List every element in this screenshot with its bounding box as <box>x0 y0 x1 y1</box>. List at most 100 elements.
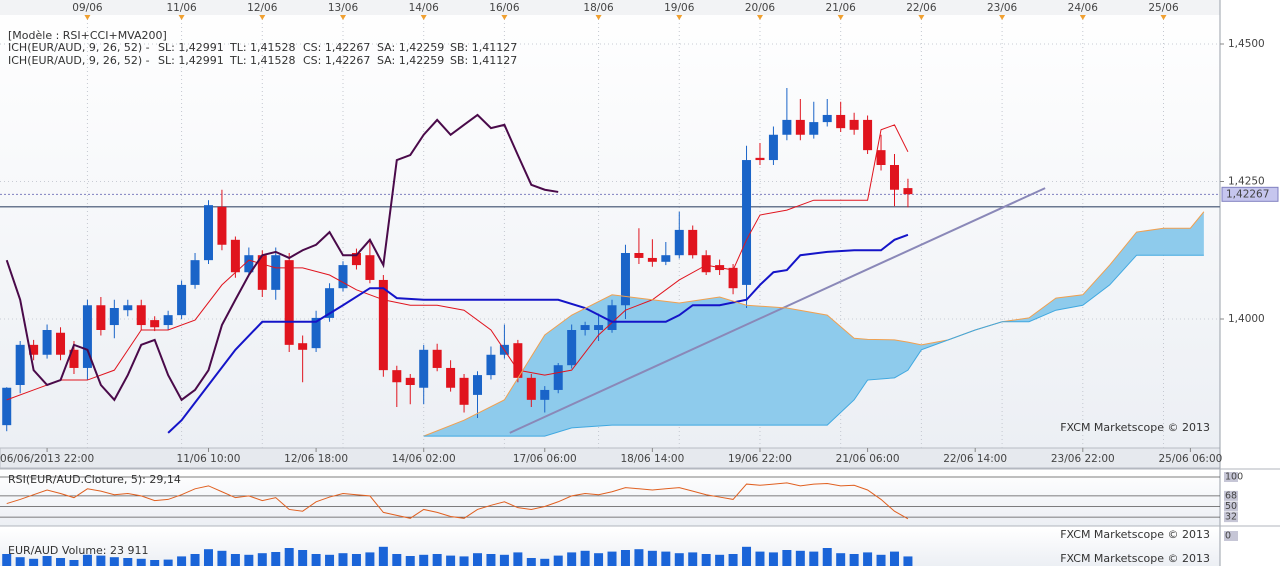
candle-body <box>150 320 160 328</box>
candle-body <box>271 255 281 290</box>
volume-bar <box>499 554 509 566</box>
volume-bar <box>688 552 698 566</box>
candle-body <box>903 188 913 195</box>
volume-bar <box>567 552 577 566</box>
date-marker <box>999 15 1006 20</box>
candle-body <box>244 255 254 273</box>
candle-body <box>432 349 442 368</box>
volume-bar <box>230 554 240 566</box>
x-tick-label: 21/06 06:00 <box>836 453 900 465</box>
volume-bar <box>580 550 590 566</box>
top-date-label: 12/06 <box>247 2 278 14</box>
candle-body <box>580 325 590 330</box>
legend-entry: SL: 1,42991 <box>158 54 224 67</box>
top-date-label: 25/06 <box>1148 2 1179 14</box>
candle-body <box>257 255 267 290</box>
volume-bar <box>432 554 442 566</box>
volume-bar <box>177 556 187 566</box>
candle-body <box>768 134 778 161</box>
date-marker <box>178 15 185 20</box>
top-date-label: 24/06 <box>1068 2 1099 14</box>
volume-bar <box>849 554 859 566</box>
candle-body <box>836 114 846 129</box>
volume-bar <box>298 550 308 566</box>
volume-bar <box>903 556 913 566</box>
trend-line <box>509 187 1046 434</box>
candle-body <box>190 260 200 285</box>
candle-body <box>284 260 294 345</box>
candle-body <box>29 344 39 355</box>
volume-bar <box>217 550 227 566</box>
candle-body <box>742 160 752 285</box>
indicator-line <box>167 233 909 434</box>
candle-body <box>351 253 361 266</box>
date-marker <box>339 15 346 20</box>
date-marker <box>1160 15 1167 20</box>
candle-body <box>634 253 644 258</box>
volume-bar <box>674 553 684 566</box>
price-label: 1,42267 <box>1226 188 1269 200</box>
volume-bar <box>29 558 39 566</box>
volume-bar <box>351 554 361 566</box>
candle-body <box>311 317 321 349</box>
volume-bar <box>338 553 348 566</box>
volume-bar <box>594 553 604 566</box>
volume-bar <box>163 559 173 566</box>
volume-bar <box>768 552 778 566</box>
volume-bar <box>486 554 496 566</box>
top-date-label: 09/06 <box>72 2 103 14</box>
date-marker <box>259 15 266 20</box>
candle-body <box>809 122 819 135</box>
volume-bar <box>378 546 388 566</box>
volume-bar <box>69 560 79 566</box>
volume-bar <box>82 554 92 566</box>
top-date-label: 20/06 <box>745 2 776 14</box>
volume-bar <box>56 558 66 566</box>
candle-body <box>203 205 213 261</box>
candle-body <box>701 255 711 273</box>
volume-bar <box>809 551 819 566</box>
candle-body <box>69 349 79 368</box>
top-date-label: 11/06 <box>166 2 197 14</box>
top-date-label: 19/06 <box>664 2 695 14</box>
legend-entry: SA: 1,42259 <box>377 41 444 54</box>
volume-bar <box>459 556 469 566</box>
volume-bar <box>620 550 630 566</box>
candle-body <box>177 284 187 316</box>
indicator-line <box>6 124 909 401</box>
legend-prefix: ICH(EUR/AUD, 9, 26, 52) - <box>8 54 150 67</box>
volume-bar <box>325 554 335 566</box>
legend-entry: CS: 1,42267 <box>303 41 370 54</box>
top-date-label: 22/06 <box>906 2 937 14</box>
candle-body <box>822 114 832 123</box>
candle-body <box>540 389 550 400</box>
candle-body <box>661 255 671 262</box>
candle-body <box>688 229 698 256</box>
candle-body <box>365 255 375 280</box>
volume-bar <box>836 553 846 566</box>
legend-entry: SB: 1,41127 <box>450 41 517 54</box>
y-tick-label: 68 <box>1225 490 1237 501</box>
volume-bar <box>284 548 294 566</box>
candle-body <box>849 119 859 130</box>
volume-bar <box>257 553 267 566</box>
candle-body <box>889 165 899 190</box>
volume-bar <box>889 551 899 566</box>
volume-bar <box>661 551 671 566</box>
y-tick-label: 1,4000 <box>1228 313 1265 325</box>
candle-body <box>15 344 25 385</box>
volume-bar <box>271 552 281 566</box>
date-marker <box>918 15 925 20</box>
volume-bar <box>446 555 456 566</box>
volume-bar <box>190 554 200 566</box>
candle-body <box>876 150 886 165</box>
candle-body <box>674 229 684 256</box>
date-marker <box>420 15 427 20</box>
candle-body <box>446 367 456 388</box>
candle-body <box>419 349 429 388</box>
top-date-strip <box>0 0 1220 15</box>
x-tick-label: 17/06 06:00 <box>513 453 577 465</box>
legend-entry: SB: 1,41127 <box>450 54 517 67</box>
rsi-tick-badge <box>1224 501 1238 512</box>
